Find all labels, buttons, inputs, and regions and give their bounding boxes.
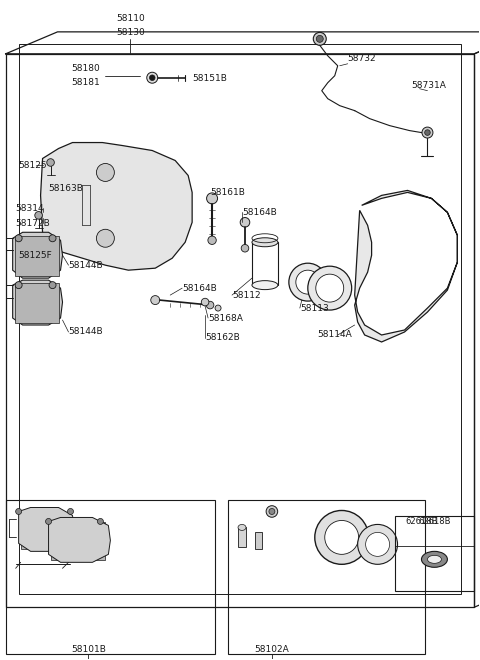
Ellipse shape <box>315 510 369 564</box>
Text: 58102A: 58102A <box>254 645 289 653</box>
Ellipse shape <box>358 525 397 564</box>
Bar <box>21 513 71 549</box>
Ellipse shape <box>316 274 344 302</box>
Circle shape <box>16 508 22 514</box>
Circle shape <box>269 508 275 514</box>
Circle shape <box>68 508 73 514</box>
Text: 58172B: 58172B <box>16 219 50 228</box>
Circle shape <box>97 519 103 525</box>
Text: 62618B: 62618B <box>418 517 451 526</box>
Ellipse shape <box>296 270 320 294</box>
Circle shape <box>47 158 54 166</box>
Text: 58164B: 58164B <box>182 284 217 292</box>
Text: 58110: 58110 <box>116 15 144 23</box>
Ellipse shape <box>366 533 390 556</box>
Polygon shape <box>12 280 62 325</box>
Text: 58314: 58314 <box>16 204 44 213</box>
Circle shape <box>215 305 221 311</box>
Text: 58161B: 58161B <box>210 188 245 197</box>
Bar <box>15 236 59 276</box>
Ellipse shape <box>308 266 352 310</box>
Circle shape <box>266 506 278 517</box>
Ellipse shape <box>289 263 327 301</box>
Text: 58731A: 58731A <box>411 81 446 90</box>
Circle shape <box>46 519 51 525</box>
Text: 58125: 58125 <box>19 161 47 170</box>
Bar <box>15 283 59 323</box>
Bar <box>19 44 461 594</box>
Circle shape <box>151 296 160 304</box>
Polygon shape <box>48 517 110 562</box>
Text: 58114A: 58114A <box>318 331 352 339</box>
Text: 58130: 58130 <box>116 28 144 38</box>
Polygon shape <box>12 232 62 278</box>
Bar <box>238 527 246 547</box>
Text: 58113: 58113 <box>300 304 329 313</box>
Ellipse shape <box>325 521 359 554</box>
Ellipse shape <box>252 280 278 290</box>
Text: 58164B: 58164B <box>242 208 277 217</box>
Circle shape <box>422 127 433 138</box>
Text: 58125F: 58125F <box>19 251 52 260</box>
Text: 58101B: 58101B <box>71 645 106 653</box>
Circle shape <box>35 248 42 256</box>
Bar <box>228 500 425 654</box>
Circle shape <box>147 72 158 83</box>
Bar <box>255 533 262 549</box>
Text: 58181: 58181 <box>71 79 100 87</box>
Text: 58180: 58180 <box>71 64 100 73</box>
Text: 58168A: 58168A <box>208 314 243 323</box>
Circle shape <box>96 229 114 248</box>
Ellipse shape <box>238 525 246 531</box>
Bar <box>6 500 215 654</box>
Text: 58144B: 58144B <box>69 261 103 270</box>
Text: 58162B: 58162B <box>205 333 240 343</box>
Circle shape <box>206 301 214 309</box>
Circle shape <box>15 235 22 242</box>
Circle shape <box>149 75 155 81</box>
Bar <box>395 517 474 591</box>
Bar <box>6 54 474 607</box>
Circle shape <box>313 32 326 46</box>
Circle shape <box>241 244 249 252</box>
Bar <box>50 523 106 560</box>
Text: 62618B: 62618B <box>405 517 438 526</box>
Polygon shape <box>19 508 74 551</box>
Circle shape <box>96 164 114 182</box>
Circle shape <box>208 236 216 244</box>
Text: 58163B: 58163B <box>48 184 84 193</box>
Circle shape <box>206 193 217 204</box>
Circle shape <box>425 130 430 135</box>
Text: 58732: 58732 <box>348 54 376 63</box>
Text: 58112: 58112 <box>232 290 261 300</box>
Circle shape <box>35 212 42 219</box>
Circle shape <box>316 36 323 42</box>
Ellipse shape <box>421 551 447 568</box>
Circle shape <box>240 218 250 227</box>
Polygon shape <box>355 190 457 342</box>
Polygon shape <box>41 143 192 270</box>
Ellipse shape <box>428 555 442 564</box>
Circle shape <box>15 282 22 288</box>
Text: 58151B: 58151B <box>192 74 227 83</box>
Circle shape <box>49 282 56 288</box>
Text: 58144B: 58144B <box>69 327 103 337</box>
Circle shape <box>201 298 209 306</box>
Ellipse shape <box>252 238 278 247</box>
Circle shape <box>49 235 56 242</box>
